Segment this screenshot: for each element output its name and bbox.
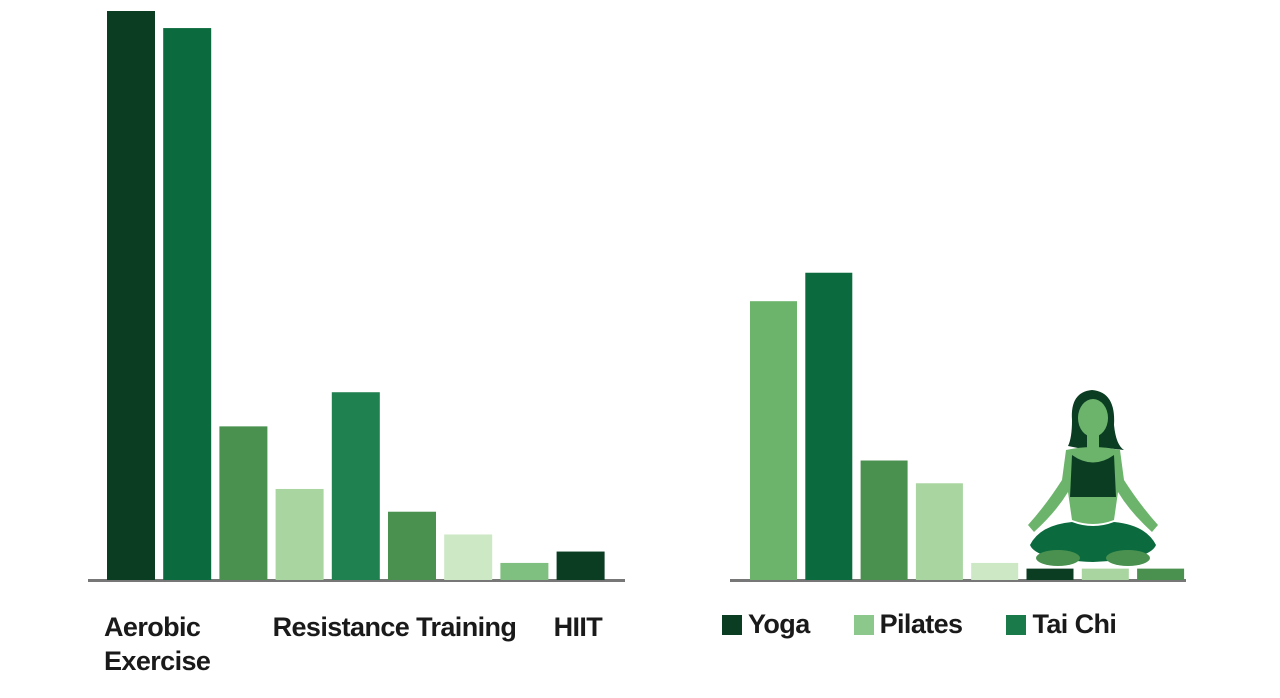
bar bbox=[500, 562, 549, 580]
bar bbox=[556, 551, 605, 580]
legend-swatch bbox=[853, 614, 874, 635]
legend-label: Yoga bbox=[748, 609, 810, 639]
legend-swatch bbox=[1006, 614, 1027, 635]
bar bbox=[1137, 568, 1185, 580]
bar bbox=[275, 488, 324, 580]
legend-item: Tai Chi bbox=[1006, 609, 1117, 640]
bar bbox=[331, 392, 380, 580]
bar bbox=[388, 511, 436, 580]
x-category-label: Resistance Training bbox=[272, 612, 517, 642]
bar bbox=[444, 534, 493, 580]
bar bbox=[1026, 568, 1074, 580]
x-category-label: HIIT bbox=[553, 612, 603, 642]
bar bbox=[915, 483, 963, 580]
bar bbox=[805, 272, 853, 580]
bar bbox=[163, 28, 212, 580]
legend-label: Pilates bbox=[879, 609, 963, 639]
bar bbox=[219, 426, 268, 580]
x-category-label: Aerobic Exercise bbox=[104, 612, 211, 676]
legend-item: Yoga bbox=[722, 609, 810, 640]
bar bbox=[107, 11, 155, 580]
yoga-figure bbox=[1028, 390, 1158, 566]
bar bbox=[971, 562, 1019, 580]
legend-label: Tai Chi bbox=[1032, 609, 1117, 639]
bar bbox=[1081, 568, 1129, 580]
legend-swatch bbox=[722, 614, 742, 635]
legend-item: Pilates bbox=[853, 609, 963, 640]
bar bbox=[750, 301, 797, 580]
bar bbox=[860, 460, 908, 580]
legend: Yoga Pilates Tai Chi bbox=[722, 609, 1117, 640]
